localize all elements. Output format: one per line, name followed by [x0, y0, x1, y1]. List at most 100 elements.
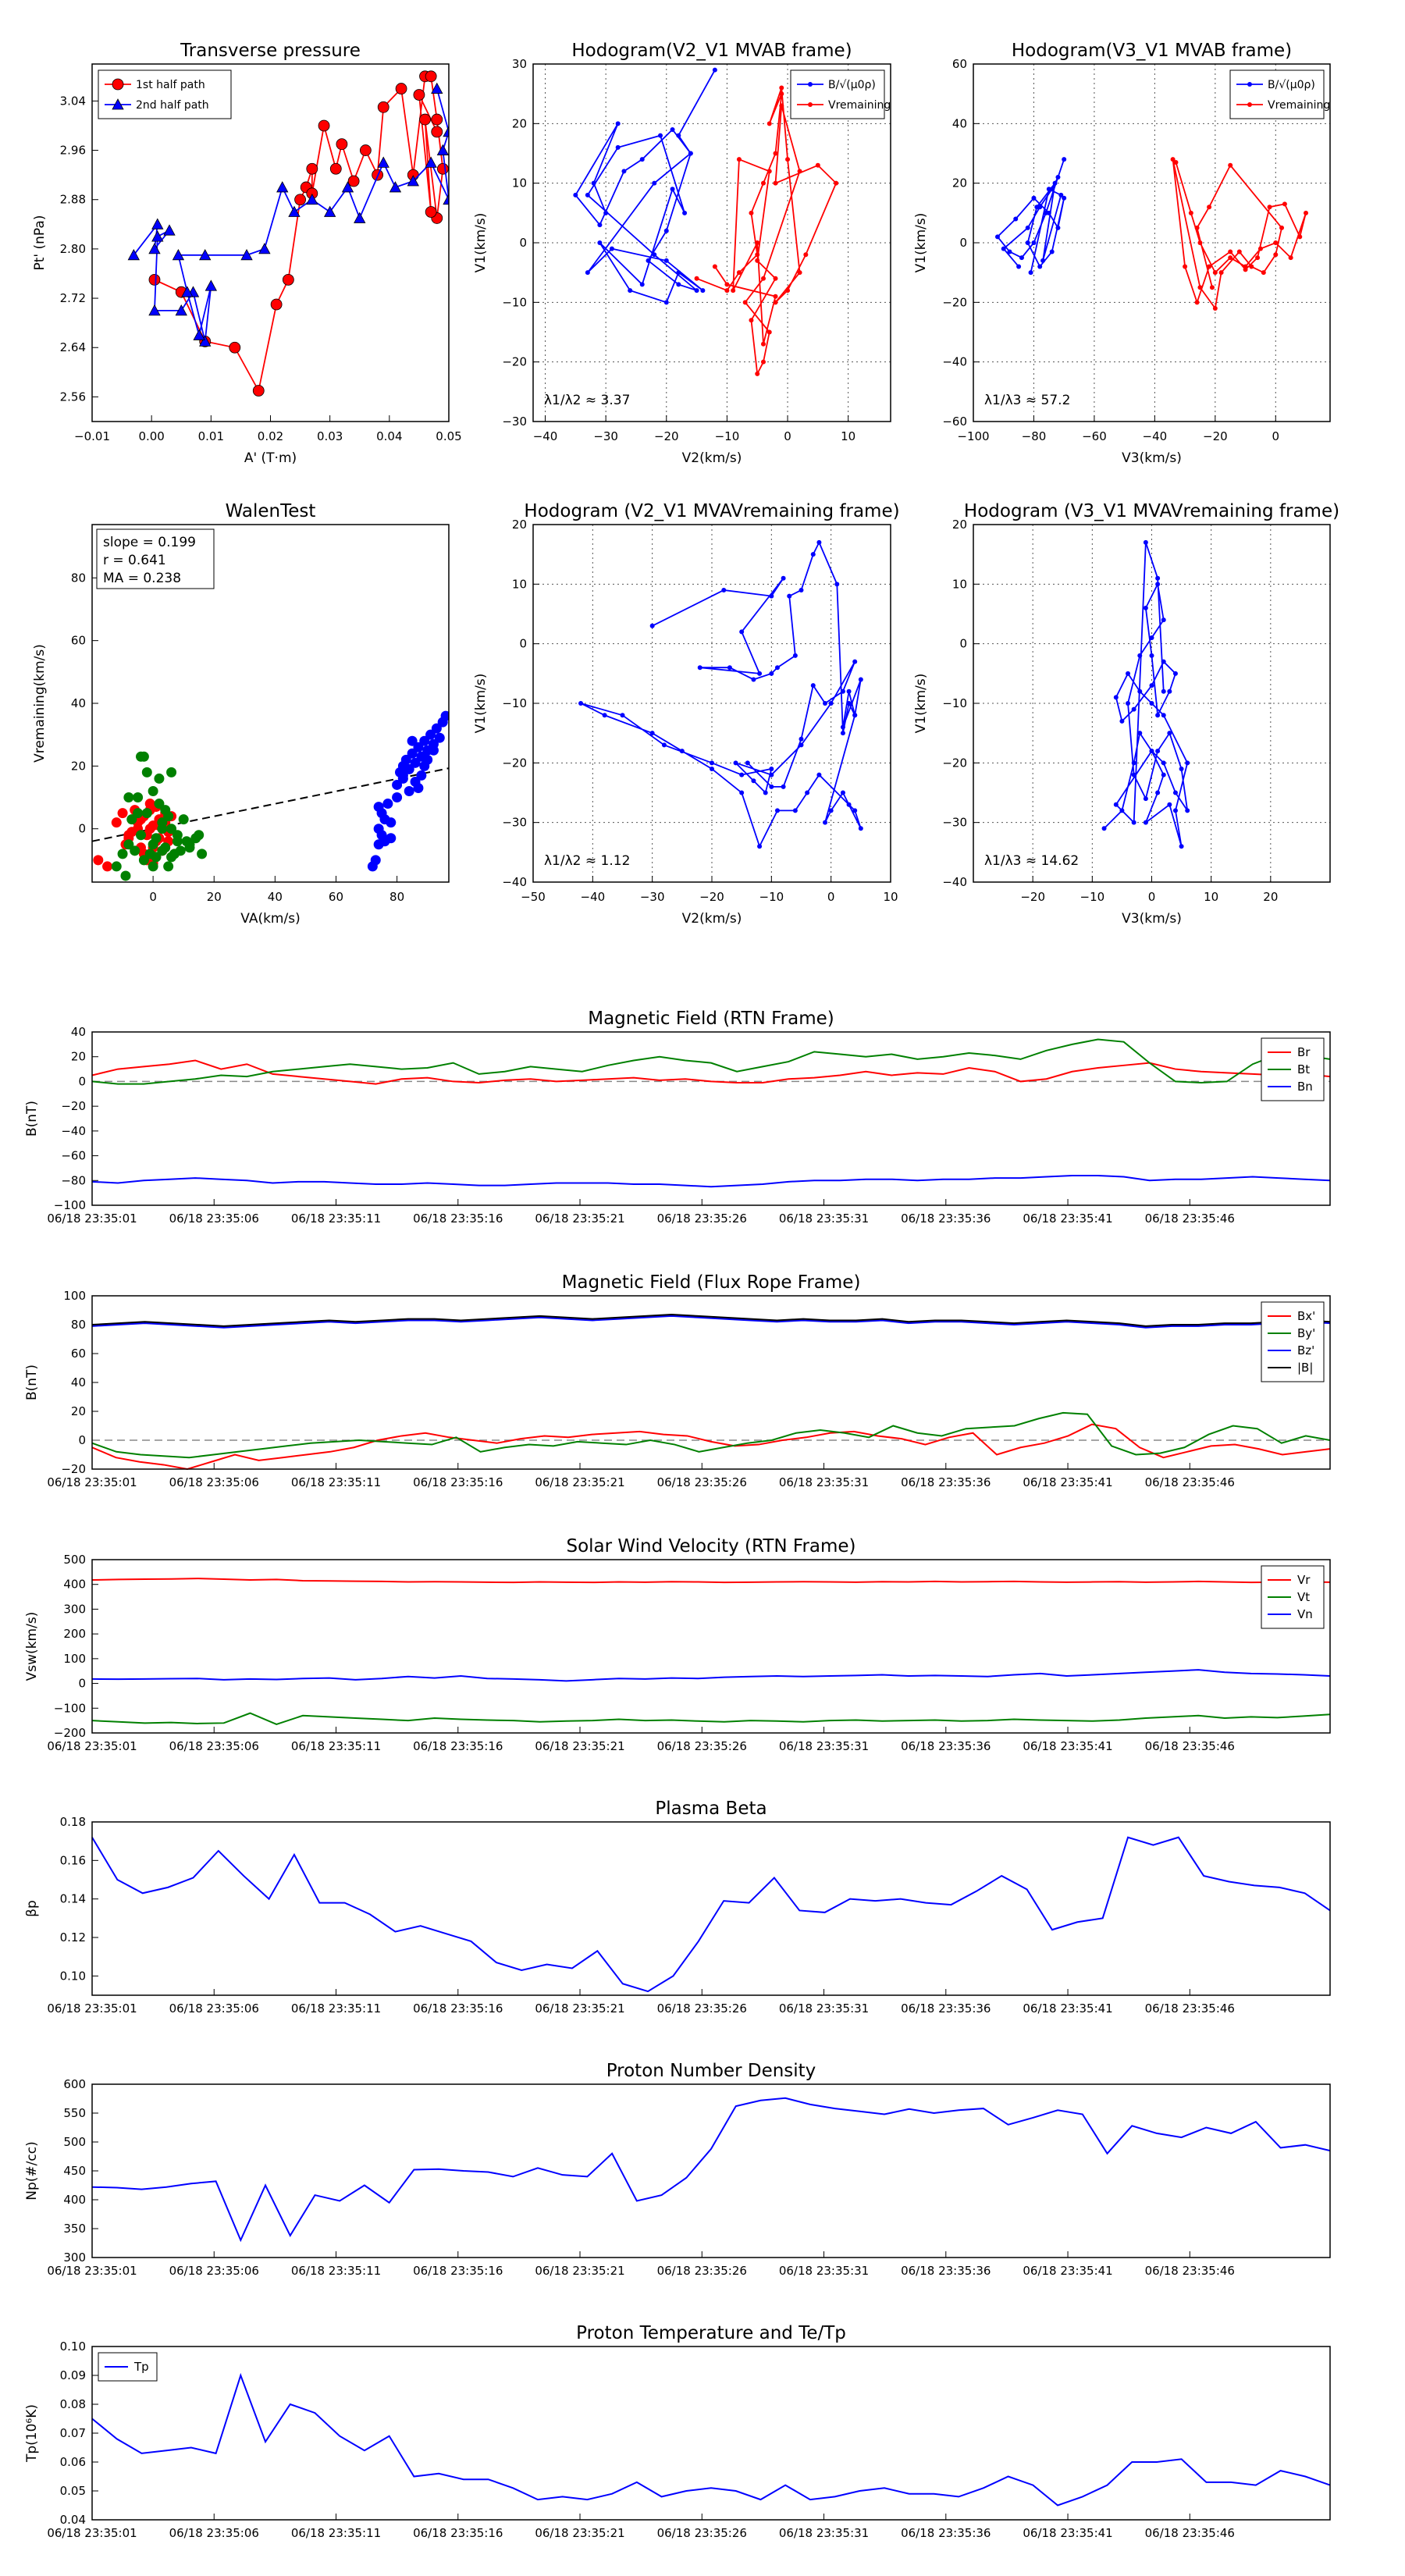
data-point	[1207, 264, 1212, 269]
data-point	[779, 85, 784, 91]
x-tick-label: 06/18 23:35:36	[901, 1212, 991, 1226]
legend-marker	[112, 98, 124, 110]
chart-title: Proton Number Density	[606, 2061, 816, 2081]
x-tick-label: 06/18 23:35:06	[169, 1739, 259, 1753]
data-point	[93, 855, 104, 866]
x-tick-label: −10	[1080, 890, 1105, 904]
x-tick-label: 06/18 23:35:16	[413, 2526, 503, 2540]
series-By-	[91, 1411, 1331, 1459]
data-point	[573, 192, 578, 197]
data-point	[141, 767, 152, 777]
x-tick-label: 06/18 23:35:46	[1145, 1739, 1235, 1753]
data-point	[1028, 270, 1033, 276]
data-point	[1143, 796, 1148, 802]
data-point	[773, 300, 778, 305]
y-tick-label: 0.04	[60, 2513, 86, 2527]
data-point	[755, 371, 760, 376]
data-point	[413, 89, 425, 101]
data-point	[151, 230, 164, 242]
axes-frame	[91, 1031, 1331, 1206]
data-point	[769, 766, 774, 771]
data-point	[749, 318, 754, 323]
y-tick-label: 200	[63, 1627, 86, 1641]
data-point	[700, 288, 706, 294]
data-point	[102, 861, 113, 872]
y-axis-label: Pt' (nPa)	[32, 215, 48, 271]
data-point	[757, 844, 763, 849]
series--B-	[91, 1314, 1331, 1327]
data-point	[389, 181, 402, 193]
legend-label: Tp	[133, 2360, 149, 2374]
y-tick-label: −100	[54, 1701, 86, 1715]
series-line	[696, 87, 838, 377]
x-tick-label: 06/18 23:35:06	[169, 2526, 259, 2540]
data-point	[774, 808, 780, 813]
data-point	[694, 276, 699, 281]
y-axis-label: βp	[24, 1900, 40, 1917]
data-point	[397, 770, 408, 781]
data-point	[148, 839, 158, 850]
chart-title: Proton Temperature and Te/Tp	[576, 2323, 846, 2343]
data-point	[774, 665, 780, 671]
data-point	[769, 784, 774, 789]
x-tick-label: −20	[699, 890, 724, 904]
data-point	[1288, 255, 1293, 261]
data-point	[425, 156, 437, 168]
data-point	[779, 103, 784, 109]
x-tick-label: 06/18 23:35:46	[1145, 2526, 1235, 2540]
data-point	[276, 181, 289, 193]
data-point	[1167, 688, 1172, 694]
data-point	[1155, 790, 1161, 795]
chart-title: Hodogram(V3_V1 MVAB frame)	[1012, 41, 1292, 61]
y-tick-label: 2.96	[60, 144, 86, 158]
panel-p9: 06/18 23:35:01 06/18 23:35:06 06/18 23:35:…	[24, 1536, 1331, 1753]
y-tick-label: 500	[63, 1553, 86, 1567]
x-tick-label: 06/18 23:35:16	[413, 2264, 503, 2278]
data-point	[151, 218, 164, 229]
y-tick-label: −60	[942, 415, 967, 429]
data-point	[779, 91, 784, 97]
data-point	[419, 735, 430, 746]
data-point	[852, 713, 858, 718]
panel-p5: −50 −40 −30 −20 −10 0 10−40−30−20−1001020Hodog…	[473, 501, 900, 927]
data-point	[745, 760, 750, 766]
data-point	[1131, 706, 1136, 712]
plot-area	[573, 67, 839, 377]
data-point	[1172, 671, 1178, 676]
data-point	[757, 671, 763, 676]
data-point	[1161, 760, 1166, 766]
y-tick-label: 3.04	[60, 94, 86, 108]
x-tick-label: 06/18 23:35:31	[779, 1475, 869, 1489]
x-tick-label: 06/18 23:35:21	[535, 1739, 624, 1753]
data-point	[1016, 264, 1022, 269]
eigenvalue-ratio-label: λ1/λ3 ≈ 57.2	[984, 393, 1070, 408]
y-tick-label: 0.07	[60, 2426, 86, 2440]
data-point	[769, 671, 774, 676]
data-point	[111, 861, 122, 872]
x-tick-label: 0.03	[317, 429, 343, 443]
y-tick-label: 0.18	[60, 1815, 86, 1829]
y-axis-label: V1(km/s)	[913, 674, 929, 734]
series-2nd-half-path	[127, 82, 449, 347]
annotation-box: slope = 0.199 r = 0.641 MA = 0.238	[96, 528, 215, 589]
data-point	[751, 677, 756, 682]
x-tick-label: 06/18 23:35:36	[901, 1739, 991, 1753]
y-tick-label: −80	[61, 1173, 86, 1187]
legend: Bx' By' Bz' |B|	[1261, 1301, 1325, 1382]
data-point	[615, 121, 621, 126]
data-point	[163, 861, 174, 872]
x-tick-label: 06/18 23:35:41	[1023, 1475, 1112, 1489]
y-tick-label: 30	[512, 57, 527, 71]
axes-frame	[973, 63, 1331, 422]
y-tick-label: 40	[71, 1375, 86, 1389]
data-point	[810, 683, 816, 688]
y-tick-label: 600	[63, 2077, 86, 2091]
data-point	[436, 162, 449, 175]
data-point	[1143, 605, 1148, 610]
data-point	[823, 701, 828, 706]
y-tick-label: 80	[71, 1318, 86, 1332]
data-point	[663, 258, 669, 263]
data-point	[1040, 258, 1046, 263]
x-tick-label: 06/18 23:35:26	[657, 1475, 747, 1489]
x-tick-label: 0.04	[376, 429, 402, 443]
